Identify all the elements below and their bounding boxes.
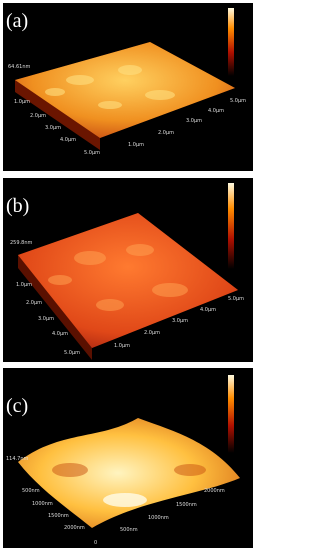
axis-label: 4.0µm	[60, 137, 76, 143]
axis-label: 5.0µm	[84, 150, 100, 156]
axis-label: 1000nm	[148, 515, 169, 521]
axis-label: 1.0µm	[14, 99, 30, 105]
surface	[18, 418, 240, 528]
colorbar	[228, 183, 234, 269]
axis-label: 2.0µm	[144, 330, 160, 336]
axis-label: 3.0µm	[172, 318, 188, 324]
colorbar	[228, 375, 234, 453]
axis-label: 2000nm	[64, 525, 85, 531]
axis-label: 5.0µm	[228, 296, 244, 302]
page: (a) 64.61nm 1.0µm 2.0µm 3.0µm 4.0µm 5.0µ…	[3, 3, 253, 548]
axis-label: 3.0µm	[38, 316, 54, 322]
axis-label: 2.0µm	[158, 130, 174, 136]
axis-label: 1.0µm	[114, 343, 130, 349]
axis-label: 500nm	[22, 488, 40, 494]
figure: (a) 64.61nm 1.0µm 2.0µm 3.0µm 4.0µm 5.0µ…	[3, 3, 253, 548]
surface	[15, 42, 235, 138]
axis-label: 1000nm	[32, 501, 53, 507]
surface-highlight	[103, 493, 147, 507]
axis-label: 3.0µm	[186, 118, 202, 124]
surface-texture	[52, 463, 206, 477]
axis-label: 2.0µm	[26, 300, 42, 306]
axis-label: 1.0µm	[128, 142, 144, 148]
axis-label: 5.0µm	[64, 350, 80, 356]
surface	[18, 213, 238, 348]
axis-label: 0	[94, 540, 97, 546]
axis-label: 2000nm	[204, 488, 225, 494]
axis-label: 500nm	[120, 527, 138, 533]
panel-label: (a)	[6, 10, 28, 32]
surface-texture	[45, 65, 175, 109]
axis-label: 2.0µm	[30, 113, 46, 119]
axis-label: 1500nm	[48, 513, 69, 519]
axis-label: 4.0µm	[52, 331, 68, 337]
axis-label: 1500nm	[176, 502, 197, 508]
height-label: 259.8nm	[10, 240, 32, 246]
height-label: 64.61nm	[8, 64, 30, 70]
axis-label: 4.0µm	[200, 307, 216, 313]
panel-label: (c)	[6, 395, 28, 417]
panel-label: (b)	[6, 195, 29, 217]
colorbar	[228, 8, 234, 76]
axis-label: 3.0µm	[45, 125, 61, 131]
axis-label: 5.0µm	[230, 98, 246, 104]
height-label: 114.7nm	[6, 456, 28, 462]
surface-texture	[48, 244, 188, 311]
axis-label: 1.0µm	[16, 282, 32, 288]
axis-label: 4.0µm	[208, 108, 224, 114]
